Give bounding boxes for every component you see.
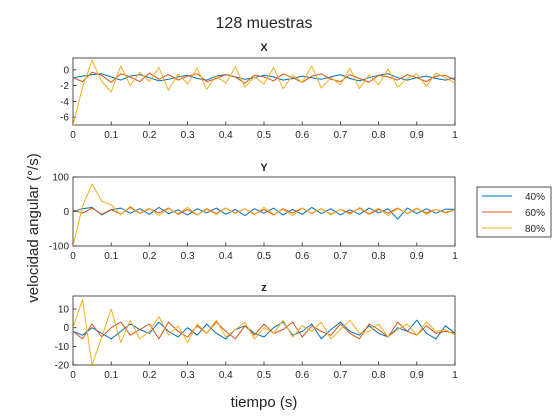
x-tick-label: 0.8 (372, 130, 386, 141)
legend-label: 40% (525, 192, 545, 203)
legend-entry: 40% (482, 192, 545, 203)
x-tick-label: 0.7 (333, 130, 347, 141)
series-line-60pct (73, 206, 455, 216)
series-group (73, 299, 455, 365)
y-tick-label: 10 (58, 305, 70, 316)
legend-label: 80% (525, 224, 545, 235)
y-tick-label: -4 (60, 97, 69, 108)
y-tick-label: -6 (60, 113, 69, 124)
subplot-title: z (261, 282, 267, 294)
x-tick-label: 1 (452, 370, 458, 381)
y-tick-label: -2 (60, 81, 69, 92)
series-line-80pct (73, 299, 455, 365)
x-tick-label: 0.3 (181, 130, 195, 141)
x-tick-label: 0.9 (410, 251, 424, 262)
x-tick-label: 0.7 (333, 370, 347, 381)
subplot-z: z 0 0.1 0.2 0.3 0.4 0.5 0.6 0.7 0.8 0.9 1 10 0 -10 -20 (55, 282, 459, 381)
series-line-60pct (73, 321, 455, 340)
x-axis-label: tiempo (s) (231, 394, 298, 411)
axes-box (72, 57, 456, 126)
series-line-40pct (73, 319, 455, 340)
x-tick-label: 0.3 (181, 370, 195, 381)
x-tick-label: 0 (70, 370, 76, 381)
x-tick-label: 0.8 (372, 370, 386, 381)
series-line-60pct (73, 71, 455, 84)
x-tick-label: 0.1 (104, 130, 118, 141)
figure-title: 128 muestras (216, 15, 313, 32)
subplot-title: X (260, 42, 268, 54)
subplot-x: X 0 0.1 0.2 0.3 0.4 0.5 0.6 0.7 0.8 0.9 1 0 -2 -4 -6 (60, 42, 458, 141)
series-line-80pct (73, 183, 455, 246)
series-line-80pct (73, 59, 455, 125)
axes-box (72, 176, 456, 247)
x-tick-label: 0.2 (142, 130, 156, 141)
x-tick-label: 0.9 (410, 130, 424, 141)
series-line-40pct (73, 206, 455, 220)
y-tick-label: 0 (63, 65, 69, 76)
y-tick-label: 100 (52, 173, 69, 184)
subplot-title: Y (260, 162, 268, 174)
x-tick-label: 0.1 (104, 251, 118, 262)
x-tick-label: 0.6 (295, 130, 309, 141)
x-tick-label: 0.5 (257, 370, 271, 381)
y-tick-label: 0 (63, 323, 69, 334)
legend: 40% 60% 80% (476, 186, 552, 238)
y-axis-label: velocidad angular (°/s) (25, 153, 42, 302)
x-tick-label: 0.4 (219, 370, 233, 381)
x-tick-label: 0 (70, 130, 76, 141)
legend-entry: 80% (482, 224, 545, 235)
x-tick-label: 0.2 (142, 251, 156, 262)
x-tick-label: 0.6 (295, 251, 309, 262)
x-tick-label: 0.5 (257, 251, 271, 262)
y-tick-label: -100 (49, 242, 69, 253)
x-tick-label: 0.6 (295, 370, 309, 381)
x-tick-label: 0.1 (104, 370, 118, 381)
x-tick-label: 0.3 (181, 251, 195, 262)
x-tick-label: 0.7 (333, 251, 347, 262)
x-tick-label: 0.4 (219, 130, 233, 141)
axes-box (72, 295, 456, 366)
x-tick-label: 0.5 (257, 130, 271, 141)
y-tick-label: -10 (55, 342, 70, 353)
x-tick-label: 0.9 (410, 370, 424, 381)
x-tick-label: 1 (452, 251, 458, 262)
legend-entry: 60% (482, 208, 545, 219)
x-tick-label: 1 (452, 130, 458, 141)
x-tick-label: 0.4 (219, 251, 233, 262)
x-tick-label: 0.2 (142, 370, 156, 381)
x-tick-label: 0 (70, 251, 76, 262)
series-group (73, 59, 455, 125)
y-tick-label: -20 (55, 361, 70, 372)
legend-label: 60% (525, 208, 545, 219)
y-tick-label: 0 (63, 207, 69, 218)
series-group (73, 183, 455, 246)
x-tick-label: 0.8 (372, 251, 386, 262)
